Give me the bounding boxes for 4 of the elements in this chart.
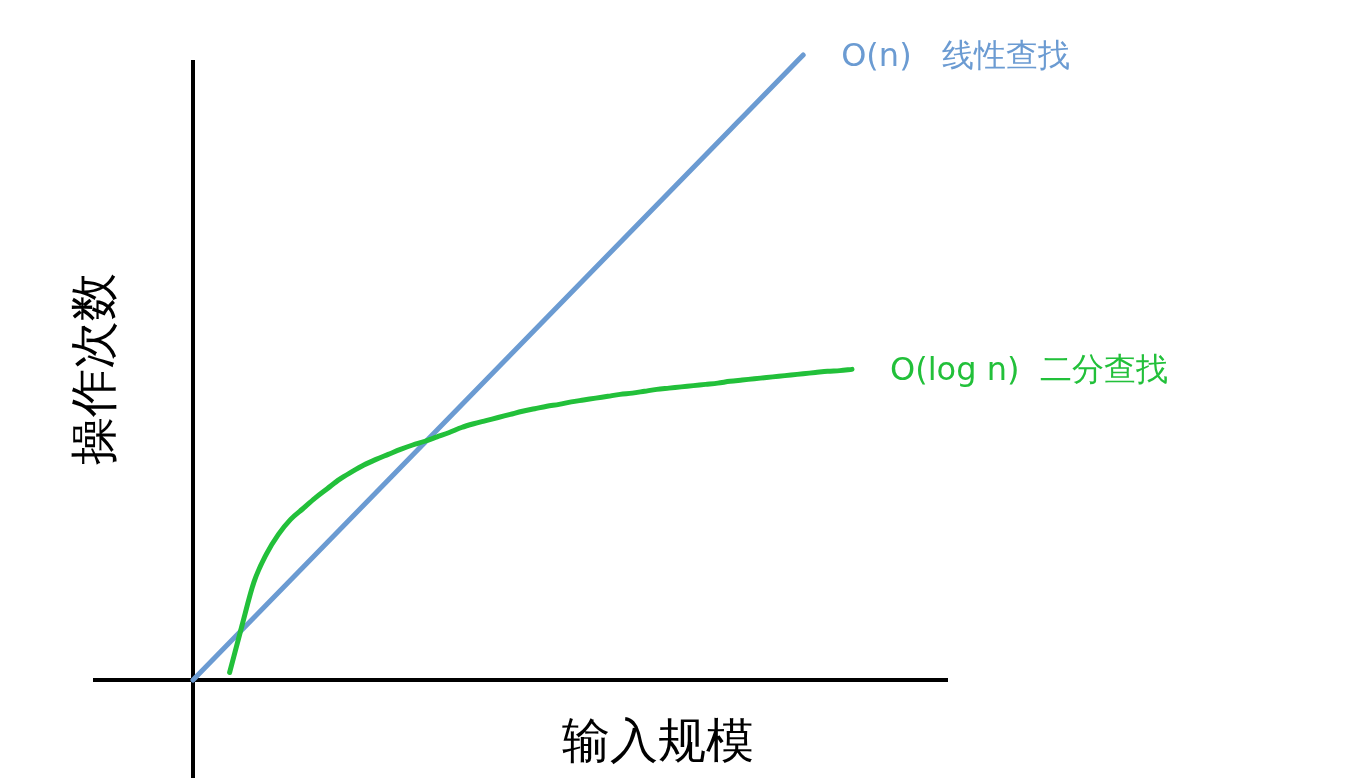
y-axis-title: 操作次数 [65,273,121,465]
x-axis-title: 输入规模 [562,712,754,768]
series-label: O(log n) 二分查找 [890,350,1168,389]
series-label: O(n) 线性查找 [841,36,1071,74]
